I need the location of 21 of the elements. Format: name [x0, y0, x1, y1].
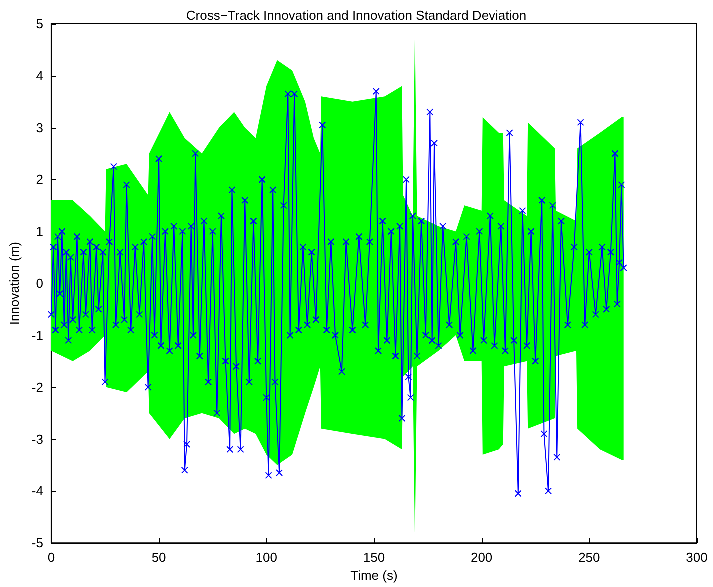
y-axis-title: Innovation (m) — [7, 242, 22, 326]
y-tick-label: 0 — [36, 276, 44, 292]
x-tick-label: 0 — [48, 550, 56, 566]
y-tick-label: 4 — [36, 68, 44, 84]
x-tick-label: 150 — [363, 550, 386, 566]
y-tick-label: -5 — [32, 536, 44, 551]
y-tick-label: 5 — [36, 16, 44, 32]
x-tick-label: 100 — [256, 550, 278, 566]
x-tick-label: 50 — [152, 550, 166, 566]
y-tick-label: 1 — [36, 224, 44, 240]
y-tick-label: 3 — [36, 120, 44, 136]
y-tick-label: -1 — [32, 328, 44, 343]
chart-title: Cross−Track Innovation and Innovation Standard Deviation — [186, 8, 527, 23]
y-tick-label: -2 — [32, 380, 44, 395]
x-axis-title: Time (s) — [350, 568, 398, 583]
x-tick-label: 300 — [686, 550, 708, 566]
y-tick-label: 2 — [36, 172, 44, 188]
x-tick-label: 250 — [578, 550, 600, 566]
x-tick-label: 200 — [470, 550, 493, 566]
y-tick-label: -3 — [32, 432, 44, 447]
y-tick-label: -4 — [32, 484, 44, 499]
